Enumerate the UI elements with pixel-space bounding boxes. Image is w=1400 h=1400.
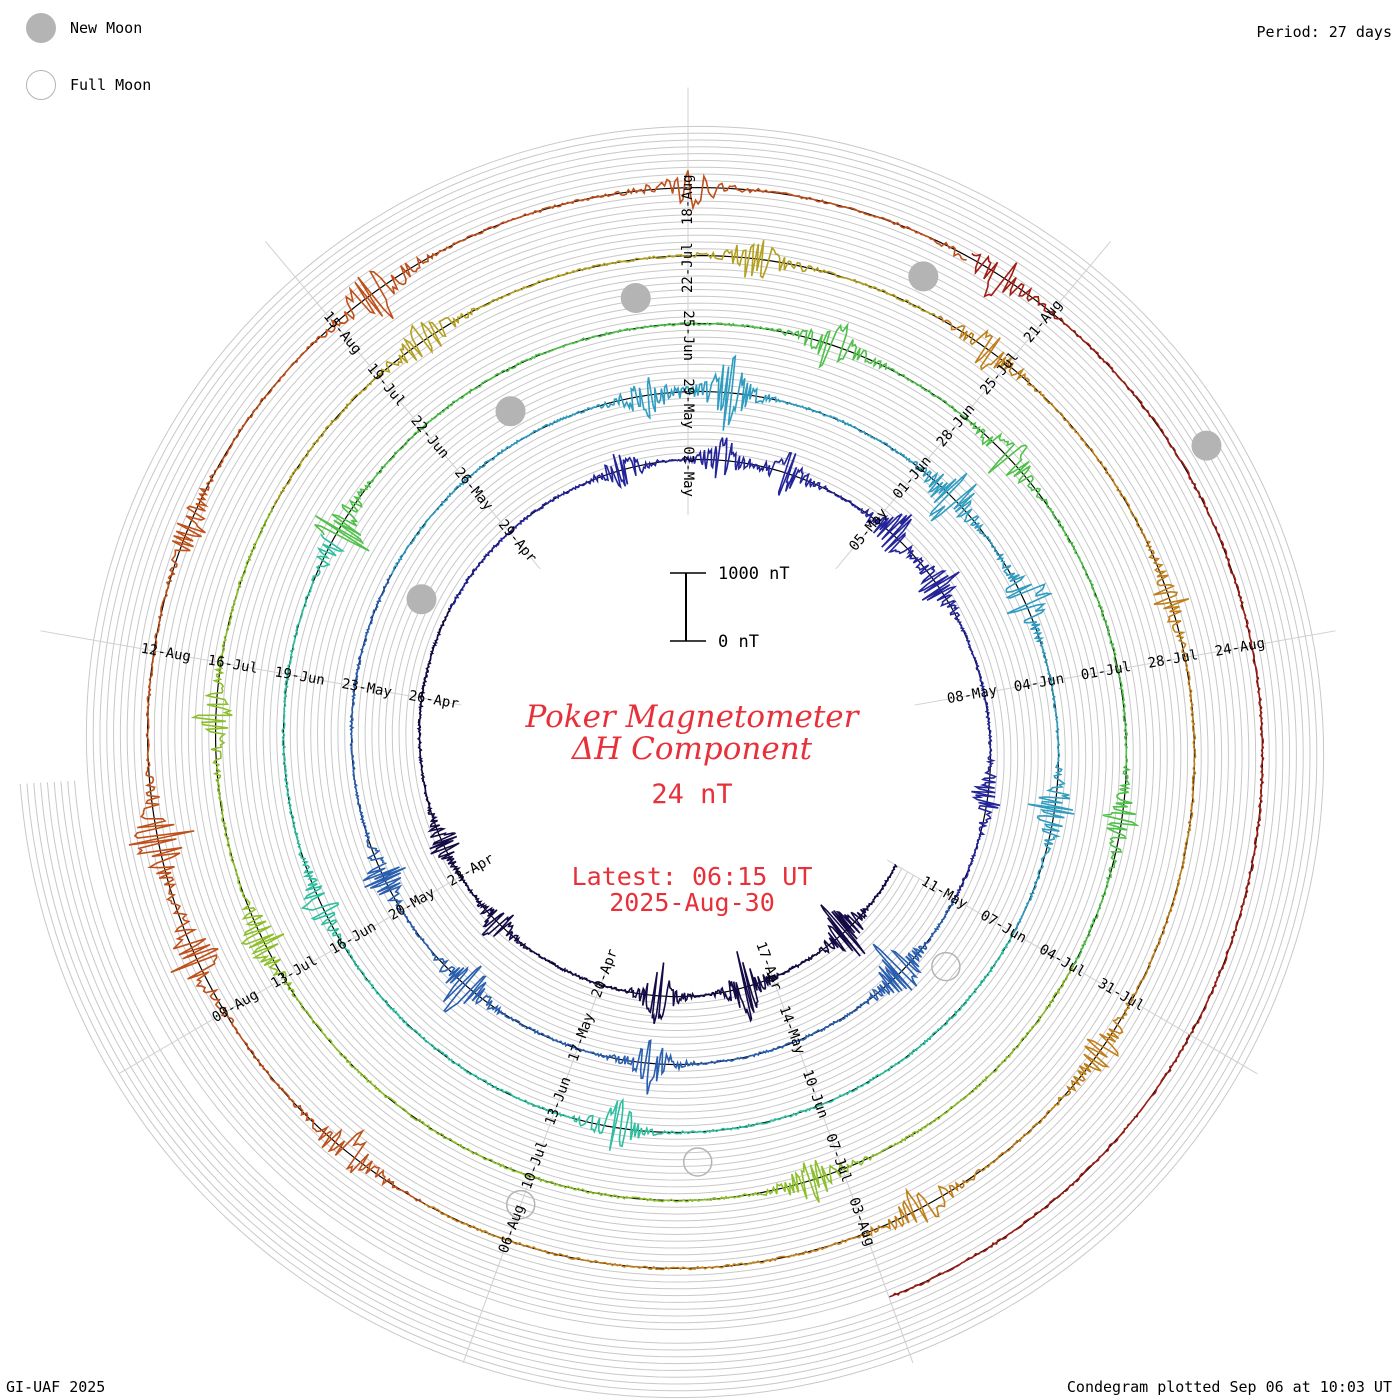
series-line <box>491 932 1014 1151</box>
grid-spiral <box>46 153 1297 1371</box>
date-tick-label: 10-Jul <box>519 1139 551 1192</box>
legend-new-moon: New Moon <box>26 13 142 43</box>
grid-spiral <box>53 159 1291 1365</box>
series-line <box>391 354 867 575</box>
date-tick-label: 18-Aug <box>680 174 696 225</box>
series-line <box>971 252 1265 1035</box>
series-line <box>190 506 458 1146</box>
radial-spoke <box>835 240 1112 570</box>
series-line <box>901 374 1140 967</box>
series-line <box>457 966 1074 1203</box>
date-tick-label: 20-Apr <box>589 947 621 1000</box>
date-tick-label: 02-May <box>680 446 696 497</box>
date-tick-label: 10-Jun <box>799 1068 831 1121</box>
radial-spoke <box>40 630 462 706</box>
date-tick-label: 26-Apr <box>407 688 460 713</box>
grid-spiral <box>26 132 1318 1392</box>
radial-spoke <box>118 859 490 1075</box>
title-block: Poker Magnetometer ΔH Component 24 nT La… <box>525 699 861 917</box>
latest-time: Latest: 06:15 UT <box>572 862 813 891</box>
new-moon-icon <box>26 13 56 43</box>
date-tick-label: 06-Aug <box>496 1202 528 1255</box>
grid-spiral <box>19 125 1325 1399</box>
period-label: Period: 27 days <box>1256 23 1392 41</box>
legend-full-moon: Full Moon <box>26 70 151 100</box>
date-tick-label: 29-May <box>680 378 696 429</box>
series-line <box>273 240 936 507</box>
grid-spiral <box>40 146 1304 1378</box>
grid-spiral <box>33 139 1311 1385</box>
full-moon-marker <box>682 1147 713 1177</box>
series-line <box>1064 1118 1135 1193</box>
new-moon-marker <box>1191 430 1222 461</box>
credit-label: GI-UAF 2025 <box>6 1378 106 1396</box>
radial-spoke <box>462 960 610 1364</box>
full-moon-marker <box>931 951 961 982</box>
series-line <box>449 437 834 609</box>
full-moon-marker <box>505 1189 536 1220</box>
new-moon-marker <box>908 261 939 292</box>
series-line <box>349 574 526 1028</box>
grid-spiral <box>67 173 1277 1351</box>
full-moon-icon <box>26 70 56 100</box>
series-line <box>981 1192 1065 1253</box>
date-tick-label: 03-Aug <box>845 1195 877 1248</box>
new-moon-marker <box>620 282 651 313</box>
date-tick-label: 22-Jul <box>680 242 696 293</box>
series-line <box>281 533 492 1087</box>
date-tick-label: 13-Jun <box>542 1075 574 1128</box>
series-line <box>525 898 956 1095</box>
current-value: 24 nT <box>651 779 732 810</box>
new-moon-label: New Moon <box>70 19 143 37</box>
full-moon-label: Full Moon <box>70 76 152 94</box>
series-line <box>424 1000 1133 1271</box>
series-line <box>1133 1034 1191 1119</box>
series-line <box>128 472 424 1204</box>
radial-spoke <box>766 960 914 1364</box>
chart-title-line1: Poker Magnetometer <box>525 699 861 735</box>
scale-bottom-label: 0 nT <box>718 632 759 652</box>
new-moon-marker <box>406 584 437 615</box>
latest-date: 2025-Aug-30 <box>609 888 775 917</box>
series-line <box>889 1251 982 1298</box>
scale-bar: 1000 nT 0 nT <box>670 564 790 652</box>
series-line <box>213 170 967 472</box>
grid-spiral <box>74 180 1270 1344</box>
date-tick-label: 25-Jun <box>680 310 696 361</box>
series-layer <box>128 170 1265 1298</box>
scale-top-label: 1000 nT <box>718 564 790 584</box>
grid-spiral <box>60 166 1284 1358</box>
date-tick-label: 14-May <box>776 1004 808 1057</box>
chart-title-line2: ΔH Component <box>571 731 813 767</box>
series-line <box>416 607 560 969</box>
plotted-label: Condegram plotted Sep 06 at 10:03 UT <box>1066 1378 1392 1396</box>
date-tick-label: 28-Jun <box>934 401 979 450</box>
date-tick-label: 17-May <box>565 1011 597 1064</box>
new-moon-marker <box>495 396 526 427</box>
series-line <box>559 863 898 1024</box>
series-line <box>314 321 901 552</box>
series-line <box>833 491 1001 899</box>
grid-layer <box>19 87 1336 1399</box>
moon-layer <box>406 261 1222 1220</box>
radial-spoke <box>264 240 541 570</box>
date-tick-label: 08-May <box>946 683 999 708</box>
series-line <box>866 433 1075 933</box>
series-line <box>934 315 1197 1001</box>
